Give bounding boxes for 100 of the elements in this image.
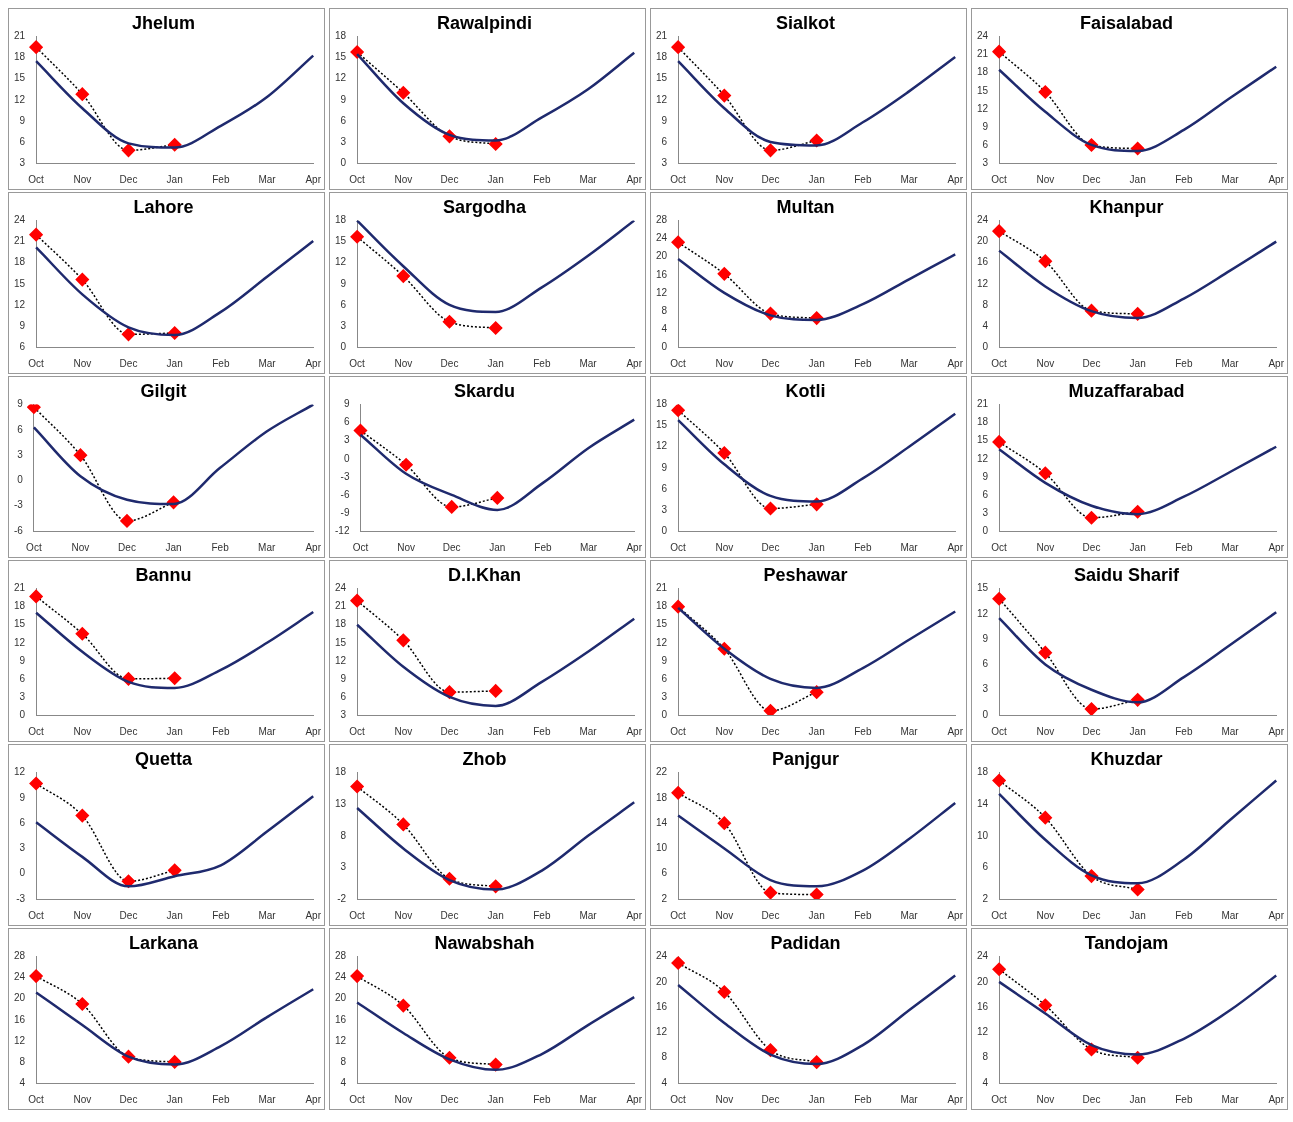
x-tick-label: Apr <box>1268 541 1285 553</box>
x-tick-label: Apr <box>305 909 322 921</box>
x-tick-label: Jan <box>1129 725 1146 737</box>
x-tick-label: Apr <box>1268 357 1285 369</box>
y-tick-label: 3 <box>343 434 350 446</box>
x-tick-label: Oct <box>991 357 1008 369</box>
x-tick-label: Jan <box>165 541 182 553</box>
x-tick-label: Jan <box>166 909 183 921</box>
y-tick-label: 6 <box>982 861 989 873</box>
y-tick-label: 12 <box>335 72 347 84</box>
chart-title: Multan <box>776 196 835 217</box>
y-tick-label: 6 <box>19 816 26 828</box>
point <box>671 404 685 417</box>
x-tick-label: Mar <box>900 725 919 737</box>
y-tick-label: -2 <box>337 892 347 904</box>
x-tick-label: Feb <box>212 725 230 737</box>
x-tick-label: Oct <box>670 357 687 369</box>
y-tick-label: 12 <box>14 766 26 778</box>
point <box>27 404 41 414</box>
x-tick-label: Feb <box>533 357 551 369</box>
chart-title: Zhob <box>462 748 507 769</box>
x-tick-label: Dec <box>1082 725 1101 737</box>
line-series <box>355 617 636 708</box>
chart-title: Faisalabad <box>1079 12 1174 33</box>
y-tick-label: -6 <box>340 488 350 500</box>
line-series <box>997 240 1278 320</box>
y-tick-label: 3 <box>19 156 26 168</box>
y-tick-label: 3 <box>340 708 347 720</box>
point <box>488 1057 503 1072</box>
y-tick-label: 8 <box>19 1055 26 1067</box>
x-tick-label: Feb <box>854 541 872 553</box>
line-series <box>355 995 636 1072</box>
y-tick-label: 18 <box>656 51 668 63</box>
y-tick-label: 15 <box>14 618 26 630</box>
y-tick-label: 10 <box>656 842 668 854</box>
x-tick-label: Dec <box>118 541 136 553</box>
x-tick-label: Jan <box>1129 1093 1146 1105</box>
x-tick-label: Mar <box>900 1093 919 1105</box>
line-series <box>34 794 315 888</box>
x-tick-label: Feb <box>854 173 872 185</box>
x-tick-label: Oct <box>28 909 45 921</box>
x-tick-label: Jan <box>1129 173 1146 185</box>
chart-title: Quetta <box>134 748 193 769</box>
chart-title: Kotli <box>785 380 826 401</box>
x-tick-label: Mar <box>258 725 277 737</box>
y-tick-label: 18 <box>656 600 668 612</box>
point <box>717 446 732 460</box>
y-tick-label: 6 <box>982 138 989 150</box>
x-tick-label: Mar <box>579 1093 598 1105</box>
y-tick-label: 8 <box>340 1055 347 1067</box>
point <box>490 491 505 505</box>
y-tick-label: 18 <box>14 51 26 63</box>
x-tick-label: Oct <box>670 541 687 553</box>
point <box>396 269 411 283</box>
y-tick-label: 9 <box>340 93 347 105</box>
x-tick-label: Jan <box>166 357 183 369</box>
y-tick-label: 4 <box>982 319 989 331</box>
point <box>120 514 134 528</box>
x-tick-label: Jan <box>166 725 183 737</box>
y-tick-label: 18 <box>335 30 347 42</box>
x-tick-label: Mar <box>579 909 598 921</box>
y-tick-label: 15 <box>656 618 668 630</box>
x-tick-label: Oct <box>28 1093 45 1105</box>
chart-title: Jhelum <box>131 12 196 33</box>
y-tick-label: 9 <box>661 114 668 126</box>
y-tick-label: 9 <box>19 654 26 666</box>
y-tick-label: 18 <box>977 66 989 78</box>
y-tick-label: 6 <box>661 135 668 147</box>
x-tick-label: Apr <box>305 1093 322 1105</box>
x-tick-label: Feb <box>1175 725 1193 737</box>
x-tick-label: Oct <box>349 725 366 737</box>
point <box>717 88 732 103</box>
y-tick-label: 6 <box>340 690 347 702</box>
y-tick-label: 6 <box>661 672 668 684</box>
x-tick-label: Nov <box>397 541 415 553</box>
point <box>809 887 824 899</box>
x-tick-label: Nov <box>1036 909 1055 921</box>
x-tick-label: Mar <box>900 173 919 185</box>
y-tick-label: 18 <box>14 256 26 268</box>
y-tick-label: 3 <box>340 319 347 331</box>
y-tick-label: 0 <box>982 340 989 352</box>
x-tick-label: Mar <box>258 173 277 185</box>
x-tick-label: Oct <box>670 725 687 737</box>
chart-title: Muzaffarabad <box>1068 380 1185 401</box>
y-tick-label: 9 <box>982 120 989 132</box>
y-tick-label: 4 <box>982 1076 989 1088</box>
y-tick-label: 15 <box>14 72 26 84</box>
point <box>396 86 411 100</box>
point <box>399 458 413 472</box>
point <box>396 998 411 1013</box>
y-tick-label: 0 <box>661 524 668 536</box>
point <box>167 863 182 878</box>
chart-title: Larkana <box>128 932 199 953</box>
y-tick-label: 9 <box>340 672 347 684</box>
x-tick-label: Feb <box>854 909 872 921</box>
point <box>350 593 364 608</box>
x-tick-label: Dec <box>442 541 461 553</box>
point <box>763 143 778 158</box>
chart-title: D.I.Khan <box>447 564 522 585</box>
y-tick-label: 22 <box>656 766 668 778</box>
